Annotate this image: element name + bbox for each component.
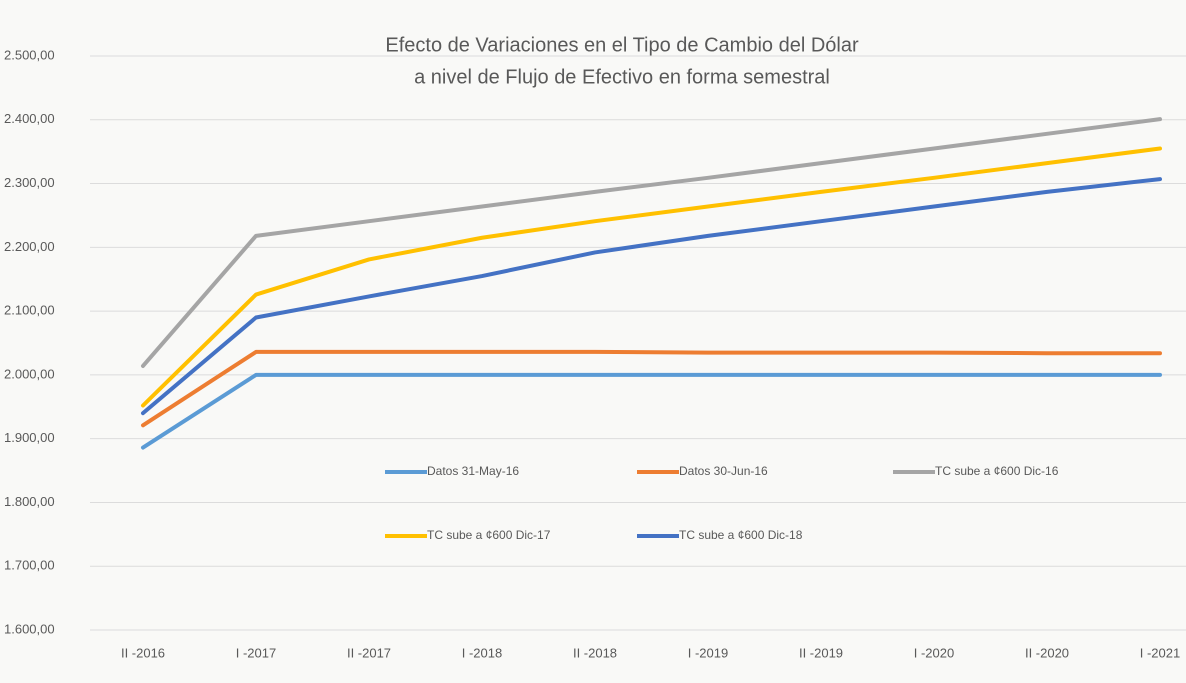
- x-tick-label: I -2019: [688, 645, 728, 660]
- y-tick-label: 2.400,00: [4, 111, 55, 126]
- legend-label: TC sube a ¢600 Dic-18: [679, 528, 803, 542]
- series-line: [141, 177, 1162, 416]
- y-tick-label: 1.700,00: [4, 558, 55, 573]
- series-line: [141, 146, 1162, 408]
- chart-subtitle: a nivel de Flujo de Efectivo en forma se…: [414, 66, 830, 88]
- x-tick-label: II -2020: [1025, 645, 1069, 660]
- x-tick-label: I -2021: [1140, 645, 1180, 660]
- x-tick-label: II -2016: [121, 645, 165, 660]
- y-tick-label: 2.200,00: [4, 239, 55, 254]
- x-tick-label: II -2018: [573, 645, 617, 660]
- legend-label: TC sube a ¢600 Dic-17: [427, 528, 551, 542]
- x-tick-label: II -2017: [347, 645, 391, 660]
- y-tick-label: 2.500,00: [4, 47, 55, 62]
- x-tick-label: I -2018: [462, 645, 502, 660]
- y-tick-label: 1.900,00: [4, 430, 55, 445]
- series-line: [141, 349, 1162, 428]
- x-tick-label: I -2020: [914, 645, 954, 660]
- x-tick-label: I -2017: [236, 645, 276, 660]
- series-line: [141, 372, 1162, 450]
- legend-label: Datos 31-May-16: [427, 464, 519, 478]
- y-tick-label: 1.600,00: [4, 621, 55, 636]
- legend-label: Datos 30-Jun-16: [679, 464, 768, 478]
- x-tick-label: II -2019: [799, 645, 843, 660]
- y-tick-label: 2.100,00: [4, 303, 55, 318]
- chart-title: Efecto de Variaciones en el Tipo de Camb…: [385, 34, 859, 56]
- series-line: [141, 117, 1162, 368]
- y-tick-label: 1.800,00: [4, 494, 55, 509]
- y-tick-label: 2.300,00: [4, 175, 55, 190]
- y-tick-label: 2.000,00: [4, 366, 55, 381]
- legend-label: TC sube a ¢600 Dic-16: [935, 464, 1059, 478]
